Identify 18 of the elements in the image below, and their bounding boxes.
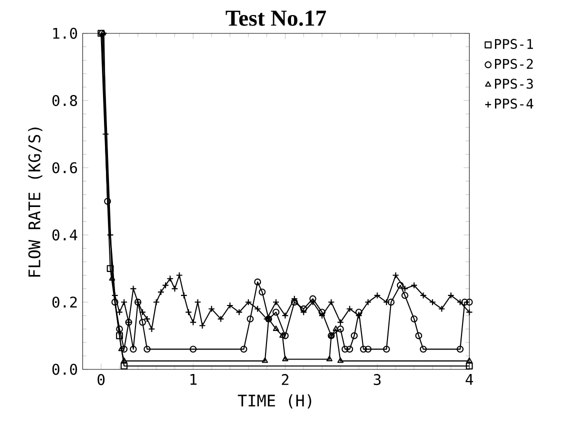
x-tick-label: 2 — [282, 374, 288, 385]
y-tick-label: 0.2 — [52, 296, 77, 308]
y-tick-label: 0.6 — [52, 162, 78, 174]
y-axis-title: FLOW RATE (KG/S) — [28, 128, 42, 277]
y-tick-label: 0.4 — [52, 229, 78, 240]
y-tick-label: 1.0 — [53, 28, 78, 39]
legend-label: PPS-4 — [495, 98, 534, 109]
legend-label: PPS-2 — [495, 58, 533, 69]
chart-title: Test No.17 — [226, 10, 326, 26]
x-tick-label: 1 — [190, 374, 197, 385]
legend-label: PPS-1 — [495, 38, 533, 50]
x-tick-label: 3 — [374, 374, 381, 386]
x-axis-title: TIME (H) — [238, 394, 312, 409]
x-tick-label: 4 — [466, 374, 474, 385]
y-tick-label: 0.0 — [52, 364, 78, 375]
x-tick-label: 0 — [98, 374, 105, 386]
legend-label: PPS-3 — [495, 78, 533, 89]
y-tick-label: 0.8 — [52, 95, 78, 106]
